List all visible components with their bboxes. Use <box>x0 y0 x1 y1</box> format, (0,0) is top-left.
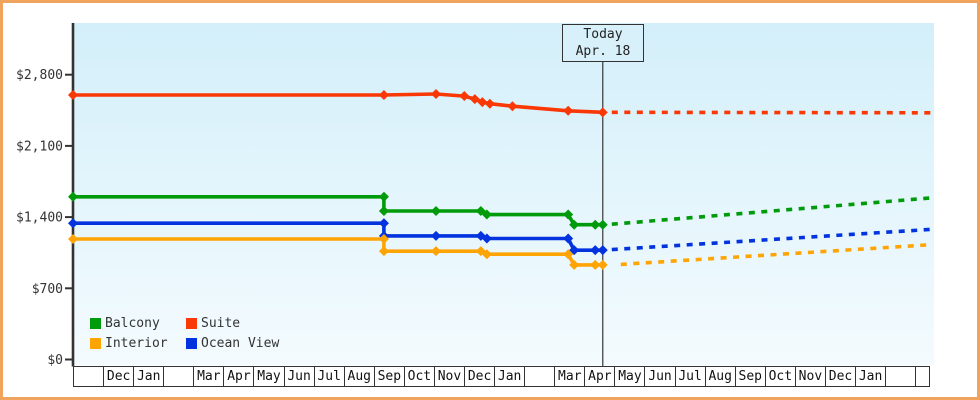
month-cell <box>915 367 929 386</box>
today-date: Apr. 18 <box>575 44 631 59</box>
month-cell: Mar <box>554 367 584 386</box>
interior-data-point <box>68 233 78 244</box>
ocean-view-swatch-icon <box>186 337 197 349</box>
suite-data-point <box>431 89 442 100</box>
month-cell: Nov <box>794 367 825 386</box>
legend: Balcony Suite Interior Ocean View <box>90 313 279 353</box>
month-cell: Oct <box>403 367 434 386</box>
month-axis: Dec Jan Mar Apr May Jun Jul Aug Sep Oct Nov Dec Jan M… <box>73 366 930 387</box>
balcony-data-point <box>431 205 442 216</box>
month-cell: Jan <box>855 367 885 386</box>
price-history-chart: $2,800 $2,100 $1,400 $700 $0 <box>16 23 933 368</box>
legend-item-balcony: Balcony <box>90 313 186 333</box>
month-cell: Mar <box>193 367 223 386</box>
today-label: Today <box>583 27 623 42</box>
y-axis-label: $700 <box>32 282 63 297</box>
suite-data-point <box>378 90 389 101</box>
ocean-view-data-point <box>431 230 442 241</box>
today-marker-box: Today Apr. 18 <box>562 24 644 62</box>
balcony-data-point <box>68 191 78 202</box>
month-cell <box>74 367 103 386</box>
balcony-data-point <box>563 209 574 220</box>
balcony-data-point <box>378 191 389 202</box>
ocean-view-data-point <box>597 245 608 256</box>
plot-area-background <box>73 23 934 365</box>
balcony-data-point <box>597 219 608 230</box>
y-axis-label: $1,400 <box>16 211 63 226</box>
month-cell: Sep <box>373 367 404 386</box>
month-cell: Jul <box>674 367 705 386</box>
legend-label-ocean-view: Ocean View <box>201 335 280 351</box>
suite-price-line <box>73 92 603 115</box>
ocean-view-data-point <box>378 218 389 229</box>
suite-data-point <box>597 107 608 118</box>
month-cell: Jun <box>644 367 674 386</box>
legend-item-suite: Suite <box>186 313 279 333</box>
balcony-data-point <box>569 219 580 230</box>
interior-data-point <box>569 259 580 270</box>
month-cell: Aug <box>704 367 735 386</box>
balcony-projection-line <box>611 196 933 226</box>
month-cell: Dec <box>464 367 494 386</box>
legend-item-interior: Interior <box>90 333 186 353</box>
month-cell: Jul <box>313 367 344 386</box>
month-cell: Jan <box>494 367 524 386</box>
suite-data-point <box>469 94 480 105</box>
y-axis-label: $0 <box>47 353 63 368</box>
legend-label-interior: Interior <box>105 335 168 351</box>
ocean-view-data-point <box>481 233 492 244</box>
y-axis-label: $2,800 <box>16 68 63 83</box>
ocean-view-price-line <box>73 221 603 252</box>
ocean-view-data-point <box>590 245 601 256</box>
month-cell: Dec <box>103 367 133 386</box>
month-cell: May <box>614 367 644 386</box>
suite-swatch-icon <box>186 317 197 329</box>
interior-data-point <box>378 246 389 257</box>
interior-data-point <box>378 233 389 244</box>
month-cell: Oct <box>764 367 795 386</box>
suite-data-point <box>507 101 518 112</box>
ocean-view-data-point <box>563 233 574 244</box>
balcony-swatch-icon <box>90 317 101 329</box>
balcony-price-line <box>73 195 603 227</box>
month-cell: Nov <box>433 367 464 386</box>
month-cell: Apr <box>223 367 253 386</box>
legend-item-ocean-view: Ocean View <box>186 333 279 353</box>
month-cell <box>163 367 193 386</box>
legend-label-suite: Suite <box>201 315 241 331</box>
interior-data-point <box>597 259 608 270</box>
interior-data-point <box>563 249 574 260</box>
month-cell: Jun <box>283 367 314 386</box>
suite-data-point <box>484 98 495 109</box>
suite-data-point <box>459 91 470 102</box>
interior-projection-line <box>620 242 933 267</box>
month-cell <box>524 367 554 386</box>
interior-data-point <box>431 246 442 257</box>
month-cell: Jan <box>133 367 163 386</box>
balcony-data-point <box>378 205 389 216</box>
month-cell <box>885 367 915 386</box>
suite-data-point <box>477 97 488 108</box>
balcony-data-point <box>590 219 601 230</box>
month-cell: Dec <box>824 367 855 386</box>
interior-data-point <box>481 249 492 260</box>
ocean-view-data-point <box>569 245 580 256</box>
month-cell: May <box>253 367 283 386</box>
interior-price-line <box>73 237 603 267</box>
suite-data-point <box>68 90 78 101</box>
ocean-view-data-point <box>68 218 78 229</box>
balcony-data-point <box>481 209 492 220</box>
month-cell: Aug <box>343 367 374 386</box>
month-cell: Sep <box>734 367 765 386</box>
y-axis-label: $2,100 <box>16 139 63 154</box>
interior-swatch-icon <box>90 337 101 349</box>
interior-data-point <box>590 259 601 270</box>
suite-projection-line <box>611 110 933 115</box>
legend-label-balcony: Balcony <box>105 315 160 331</box>
suite-data-point <box>563 105 574 116</box>
month-cell: Apr <box>584 367 614 386</box>
ocean-view-projection-line <box>611 227 933 252</box>
